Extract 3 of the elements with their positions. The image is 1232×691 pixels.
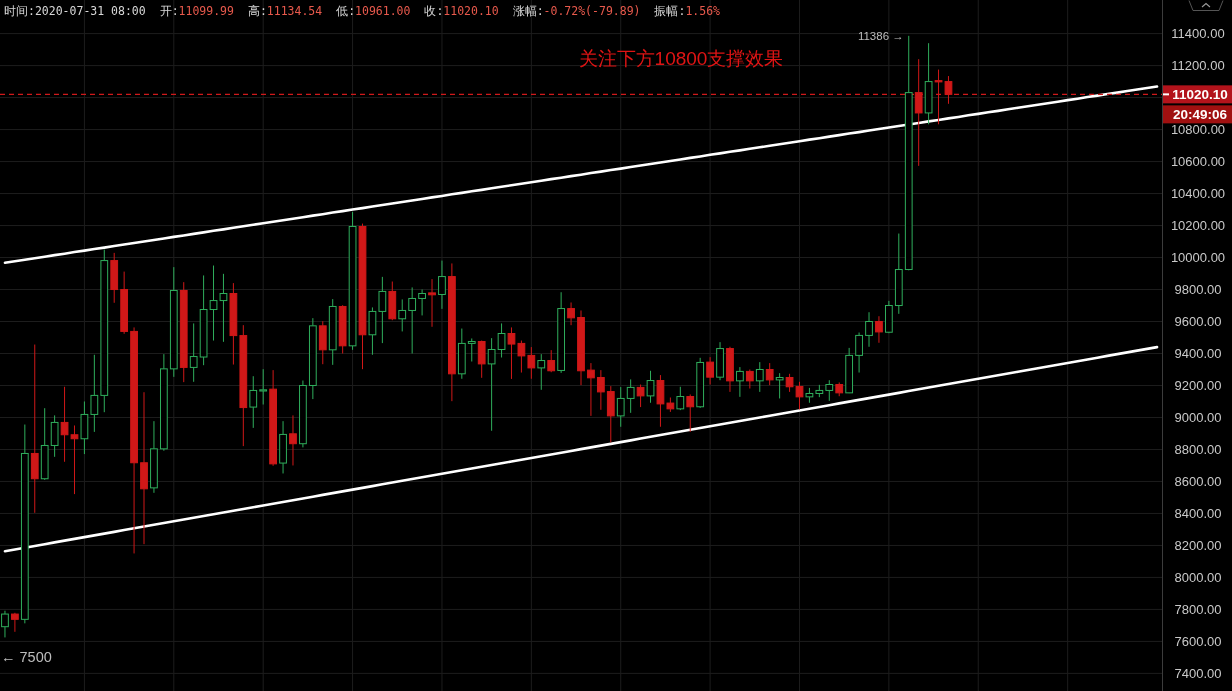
title: 时间:2020-07-31 08:00 开:11099.99 高:11134.54 低:10961.00 收:11020.10 涨幅:-0.72%(-79.89) 振幅:1.56% — [4, 4, 720, 18]
ref-line-label: 11020.10 — [1172, 87, 1228, 103]
note: 关注下方10800支撑效果 — [578, 48, 784, 69]
